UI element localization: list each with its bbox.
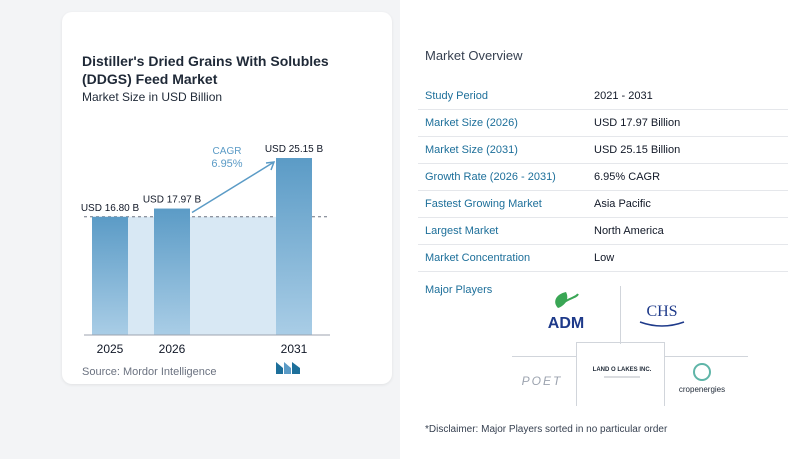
players-divider [664, 342, 665, 406]
major-players-label: Major Players [425, 284, 493, 296]
leaf-icon [693, 363, 711, 381]
market-overview-card [400, 0, 800, 459]
adm-logo: ADM [548, 292, 584, 332]
overview-row: Market Concentration Low [418, 246, 788, 272]
row-value: USD 17.97 Billion [594, 117, 681, 129]
overview-row: Largest Market North America [418, 219, 788, 245]
overview-title: Market Overview [425, 48, 523, 63]
landolakes-logo-text: LAND O LAKES INC. [593, 367, 652, 373]
cropenergies-logo-text: cropenergies [679, 385, 725, 394]
poet-logo: POET [522, 374, 563, 388]
row-key: Market Size (2026) [425, 117, 518, 129]
row-key: Study Period [425, 90, 488, 102]
players-divider [512, 356, 576, 357]
x-tick-2031: 2031 [281, 342, 308, 356]
leaf-icon [555, 292, 568, 308]
row-key: Fastest Growing Market [425, 198, 542, 210]
landolakes-logo: LAND O LAKES INC. [593, 367, 652, 378]
cagr-value: 6.95% [211, 158, 242, 170]
row-key: Largest Market [425, 225, 499, 237]
overview-row: Fastest Growing Market Asia Pacific [418, 192, 788, 218]
overview-row: Market Size (2031) USD 25.15 Billion [418, 138, 788, 164]
x-tick-2026: 2026 [159, 342, 186, 356]
players-divider [576, 342, 664, 343]
row-value: Asia Pacific [594, 198, 651, 210]
row-key: Market Size (2031) [425, 144, 518, 156]
source-note: Source: Mordor Intelligence [82, 366, 217, 378]
chs-logo-text: CHS [646, 303, 677, 320]
reference-band [128, 216, 276, 335]
chart-subtitle: Market Size in USD Billion [82, 90, 223, 104]
data-label-2031: USD 25.15 B [265, 144, 324, 155]
disclaimer-note: *Disclaimer: Major Players sorted in no … [425, 424, 668, 435]
overview-row: Growth Rate (2026 - 2031) 6.95% CAGR [418, 165, 788, 191]
cagr-arrow [191, 161, 275, 214]
bar-chart: USD 16.80 B 2025 USD 17.97 B 2026 USD 25.15 … [81, 144, 330, 356]
row-key: Market Concentration [425, 252, 531, 264]
row-value: 6.95% CAGR [594, 171, 661, 183]
row-value: Low [594, 252, 615, 264]
mordor-logo-icon [276, 362, 300, 374]
chart-title: Distiller's Dried Grains With Solubles (… [82, 53, 329, 87]
row-value: USD 25.15 Billion [594, 144, 681, 156]
bar-2026 [154, 208, 190, 335]
poet-logo-text: POET [522, 374, 563, 388]
adm-logo-text: ADM [548, 315, 584, 332]
row-key: Growth Rate (2026 - 2031) [425, 171, 556, 183]
cropenergies-logo: cropenergies [679, 363, 725, 394]
players-divider [664, 356, 748, 357]
overview-row: Study Period 2021 - 2031 [418, 84, 788, 110]
bar-2031 [276, 158, 312, 335]
cagr-arrow-head-icon [265, 161, 276, 171]
x-tick-2025: 2025 [97, 342, 124, 356]
players-divider [576, 342, 577, 406]
overview-row: Market Size (2026) USD 17.97 Billion [418, 111, 788, 137]
bar-2025 [92, 216, 128, 335]
chs-logo: CHS [639, 303, 685, 327]
row-value: North America [594, 225, 664, 237]
data-label-2025: USD 16.80 B [81, 203, 140, 214]
players-divider [620, 286, 621, 344]
row-value: 2021 - 2031 [594, 90, 653, 102]
cagr-label: CAGR [213, 146, 242, 157]
data-label-2026: USD 17.97 B [143, 195, 202, 206]
